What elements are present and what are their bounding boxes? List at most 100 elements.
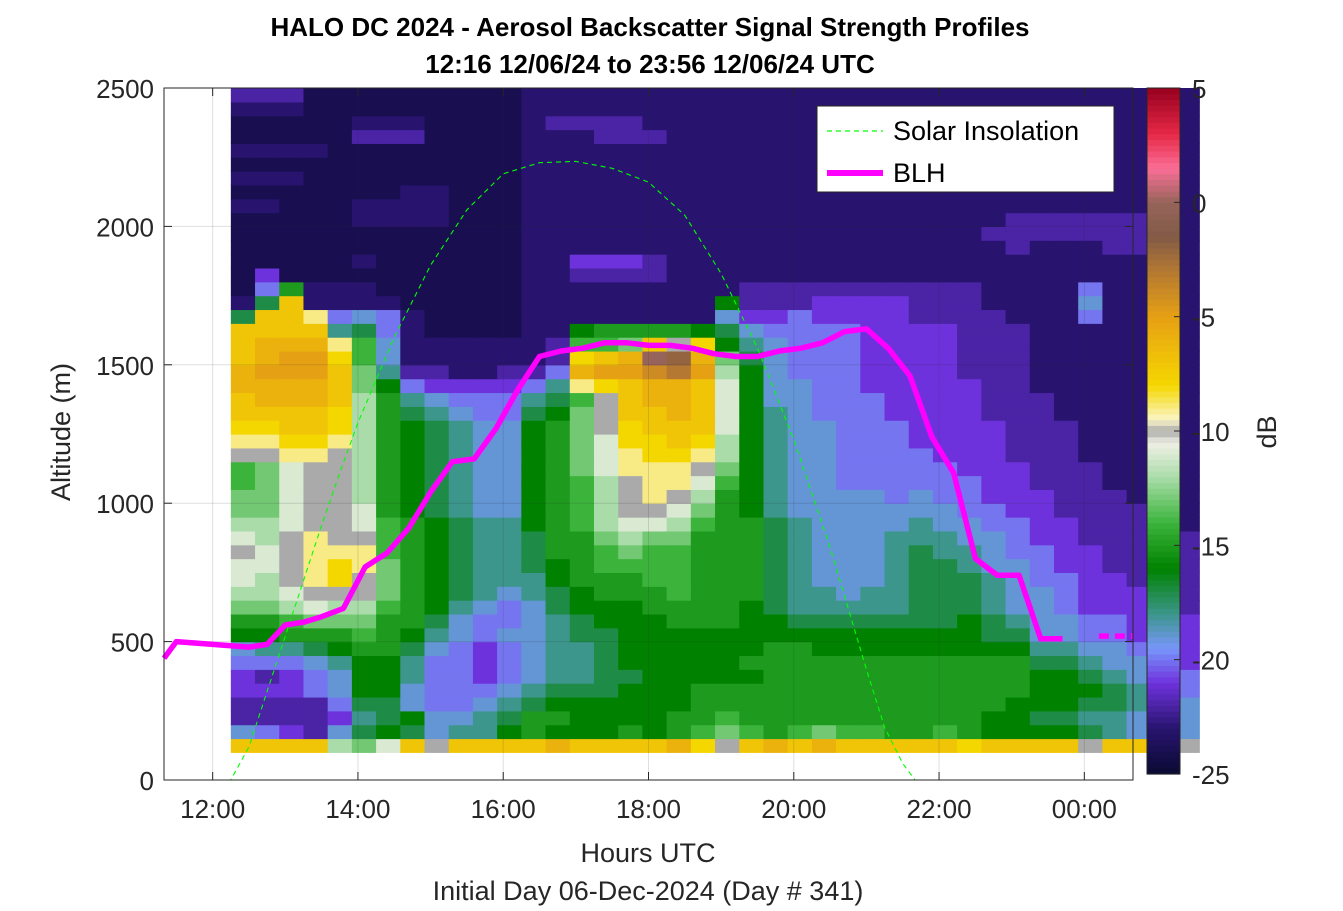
heatmap-cell [811,198,837,214]
heatmap-cell [618,364,644,380]
heatmap-cell [1005,655,1031,670]
heatmap-cell [763,115,789,131]
heatmap-cell [811,503,837,518]
heatmap-cell [351,613,377,629]
heatmap-cell [1029,517,1055,532]
colorbar-band [1147,448,1180,455]
heatmap-cell [593,586,619,601]
heatmap-cell [690,461,716,477]
heatmap-cell [981,586,1007,601]
heatmap-cell [448,129,474,144]
heatmap-cell [279,364,305,380]
colorbar-band [1147,596,1180,604]
heatmap-cell [1005,544,1031,560]
heatmap-cell [255,198,280,214]
heatmap-cell [569,88,595,103]
colorbar-band [1147,88,1180,95]
heatmap-cell [1053,364,1079,380]
heatmap-cell [1175,323,1200,338]
heatmap-cell [424,586,450,601]
heatmap-cell [932,281,958,297]
heatmap-cell [836,489,861,504]
colorbar-band [1147,128,1180,135]
colorbar-band [1147,168,1180,175]
heatmap-cell [666,129,692,144]
heatmap-cell [957,420,982,435]
heatmap-cell [448,364,474,380]
heatmap-cell [230,364,256,380]
heatmap-cell [351,295,377,311]
heatmap-cell [957,240,982,255]
colorbar-band [1147,488,1180,495]
heatmap-cell [400,240,426,255]
heatmap-cell [666,613,692,629]
heatmap-cell [351,364,377,380]
heatmap-cell [497,475,522,490]
heatmap-cell [424,641,450,657]
colorbar-band [1147,745,1180,752]
heatmap-cell [642,489,668,504]
heatmap-cell [1175,683,1200,698]
heatmap-cell [618,683,644,698]
heatmap-cell [230,683,256,698]
heatmap-cell [230,240,256,255]
heatmap-cell [400,600,426,615]
heatmap-cell [279,544,305,560]
heatmap-cell [908,627,934,643]
heatmap-cell [230,489,256,504]
heatmap-cell [593,184,619,200]
heatmap-cell [957,613,982,629]
heatmap-cell [448,281,474,297]
heatmap-cell [255,392,280,407]
heatmap-cell [1029,309,1055,324]
colorbar-band [1147,602,1180,609]
heatmap-cell [860,586,886,601]
heatmap-cell [1175,489,1200,504]
heatmap-cell [327,184,353,200]
heatmap-cell [981,254,1007,269]
heatmap-cell [569,420,595,435]
colorbar-band [1147,465,1180,472]
colorbar-band [1147,419,1180,426]
heatmap-cell [497,254,522,269]
heatmap-cell [1102,669,1128,684]
heatmap-cell [1078,198,1103,214]
heatmap-cell [448,420,474,435]
colorbar-band [1147,356,1180,363]
heatmap-cell [836,337,861,352]
heatmap-cell [593,350,619,366]
heatmap-cell [351,655,377,670]
heatmap-cell [472,641,498,657]
heatmap-cell [545,627,571,643]
heatmap-cell [811,558,837,573]
heatmap-cell [545,295,571,311]
heatmap-cell [279,226,305,241]
heatmap-cell [860,281,886,297]
heatmap-cell [618,309,644,324]
heatmap-cell [545,364,571,380]
heatmap-cell [884,475,910,490]
heatmap-cell [666,406,692,421]
heatmap-cell [472,157,498,172]
heatmap-cell [472,627,498,643]
heatmap-cell [521,517,547,532]
heatmap-cell [521,683,547,698]
colorbar-tick-label: -15 [1192,531,1230,561]
heatmap-cell [521,461,547,477]
heatmap-cell [618,641,644,657]
heatmap-cell [593,143,619,158]
heatmap-cell [884,641,910,657]
heatmap-cell [303,406,329,421]
heatmap-cell [1175,392,1200,407]
colorbar-band [1147,682,1180,689]
heatmap-cell [836,226,861,241]
colorbar-band [1147,328,1180,335]
heatmap-cell [279,517,305,532]
colorbar-band [1147,676,1180,684]
colorbar-ticks: 50-5-10-15-20-25 [1174,74,1230,790]
heatmap-cell [569,129,595,144]
heatmap-cell [376,364,401,380]
heatmap-cell [811,475,837,490]
heatmap-cell [690,309,716,324]
legend-label-blh: BLH [893,158,946,188]
